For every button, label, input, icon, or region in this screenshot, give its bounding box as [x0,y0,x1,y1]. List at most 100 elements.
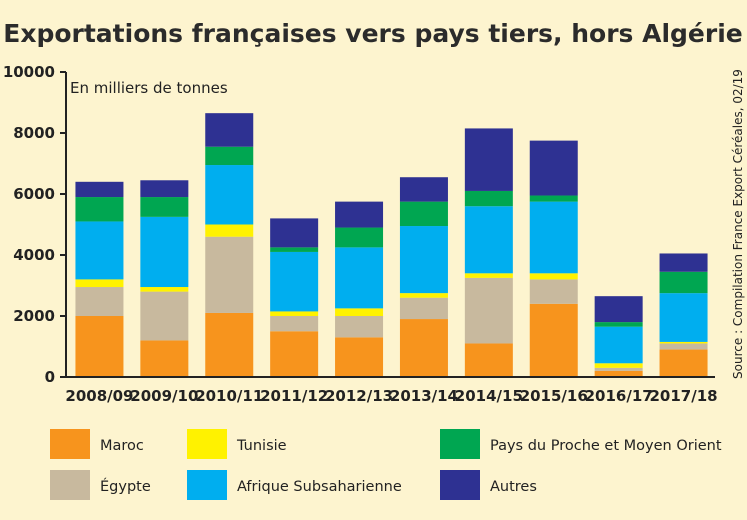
source-note: Source : Compilation France Export Céréa… [731,69,745,379]
bar-segment-pays-du-proche-et-moyen-orient [594,322,643,327]
bar-segment-autres [659,253,708,272]
x-tick-label: 2017/18 [649,387,717,405]
bar-segment-pays-du-proche-et-moyen-orient [399,201,448,227]
legend-swatch [187,470,227,500]
bar-segment-pays-du-proche-et-moyen-orient [140,197,189,217]
bar-segment-pays-du-proche-et-moyen-orient [270,247,319,252]
bar-segment-maroc [529,303,578,377]
x-tick-label: 2015/16 [520,387,588,405]
bar-segment-tunisie [529,273,578,280]
legend-item-egypte: Égypte [50,470,151,500]
bar-segment-maroc [659,349,708,377]
bar-segment-tunisie [75,279,124,288]
bar-segment-autres [335,201,384,228]
x-tick-label: 2016/17 [585,387,653,405]
bar-stack-2013-14 [399,177,448,377]
bar-segment-egypte [594,367,643,371]
bar-segment-pays-du-proche-et-moyen-orient [659,271,708,294]
bar-segment-tunisie [270,311,319,316]
bar-segment-pays-du-proche-et-moyen-orient [529,195,578,202]
bar-segment-tunisie [205,224,254,237]
bar-stack-2011-12 [270,218,319,377]
legend-label: Maroc [100,438,144,454]
bar-stack-2016-17 [594,296,643,377]
legend-swatch [440,470,480,500]
legend-item-autres: Autres [440,470,537,500]
bar-segment-tunisie [140,287,189,292]
bar-segment-autres [270,218,319,248]
bar-segment-afrique-subsaharienne [205,165,254,225]
legend-label: Autres [490,479,537,495]
unit-label: En milliers de tonnes [70,79,228,97]
bar-stack-2012-13 [335,201,384,377]
legend-swatch [50,470,90,500]
bar-segment-autres [75,181,124,198]
bar-segment-maroc [270,331,319,377]
legend-item-tunisie: Tunisie [187,429,287,459]
bars-group [75,113,708,377]
x-tick-label: 2013/14 [390,387,458,405]
bar-segment-egypte [464,277,513,344]
bar-segment-maroc [594,370,643,377]
y-tick-label: 4000 [13,246,55,264]
bar-segment-maroc [205,312,254,377]
bar-segment-pays-du-proche-et-moyen-orient [205,146,254,166]
bar-segment-afrique-subsaharienne [594,326,643,364]
bar-segment-tunisie [464,273,513,278]
bar-stack-2008-09 [75,181,124,377]
bar-segment-egypte [205,236,254,313]
bar-segment-tunisie [399,293,448,298]
bar-segment-autres [594,296,643,323]
bar-stack-2017-18 [659,253,708,377]
bar-segment-autres [140,180,189,198]
bar-segment-maroc [464,343,513,377]
legend-label: Égypte [100,478,151,495]
y-tick-label: 10000 [3,63,55,81]
legend-item-afrique-subsaharienne: Afrique Subsaharienne [187,470,402,500]
bar-segment-egypte [270,316,319,332]
bar-segment-maroc [75,316,124,377]
legend-swatch [187,429,227,459]
x-tick-label: 2010/11 [195,387,263,405]
bar-segment-egypte [335,316,384,338]
bar-segment-maroc [140,340,189,377]
y-tick-label: 2000 [13,307,55,325]
x-tick-label: 2014/15 [455,387,523,405]
legend-label: Pays du Proche et Moyen Orient [490,438,722,454]
bar-segment-egypte [659,343,708,350]
y-tick-label: 0 [45,368,55,386]
bar-segment-afrique-subsaharienne [75,221,124,280]
legend-label: Tunisie [236,438,287,454]
legend-swatch [440,429,480,459]
x-tick-label: 2008/09 [65,387,133,405]
bar-segment-pays-du-proche-et-moyen-orient [464,190,513,207]
bar-segment-egypte [529,279,578,304]
bar-segment-tunisie [659,341,708,344]
bar-segment-egypte [399,297,448,320]
legend-swatch [50,429,90,459]
legend-item-maroc: Maroc [50,429,144,459]
bar-segment-egypte [75,287,124,316]
y-tick-label: 6000 [13,185,55,203]
bar-segment-maroc [399,319,448,377]
bar-segment-tunisie [335,308,384,316]
bar-segment-egypte [140,291,189,341]
bar-segment-autres [205,113,254,147]
bar-segment-afrique-subsaharienne [399,226,448,294]
legend-label: Afrique Subsaharienne [237,479,402,495]
bar-segment-autres [529,140,578,196]
legend: Maroc Égypte Tunisie Afrique Subsaharienne P… [50,429,722,500]
bar-segment-afrique-subsaharienne [335,247,384,309]
axes-group: 0 2000 4000 6000 8000 10000 2008/092009/102010… [3,63,718,405]
bar-stack-2015-16 [529,140,578,377]
x-tick-label: 2012/13 [325,387,393,405]
bar-stack-2014-15 [464,128,513,377]
bar-segment-afrique-subsaharienne [529,201,578,274]
bar-segment-afrique-subsaharienne [270,251,319,312]
bar-segment-pays-du-proche-et-moyen-orient [335,227,384,248]
bar-segment-afrique-subsaharienne [464,206,513,274]
bar-segment-tunisie [594,363,643,368]
y-tick-label: 8000 [13,124,55,142]
